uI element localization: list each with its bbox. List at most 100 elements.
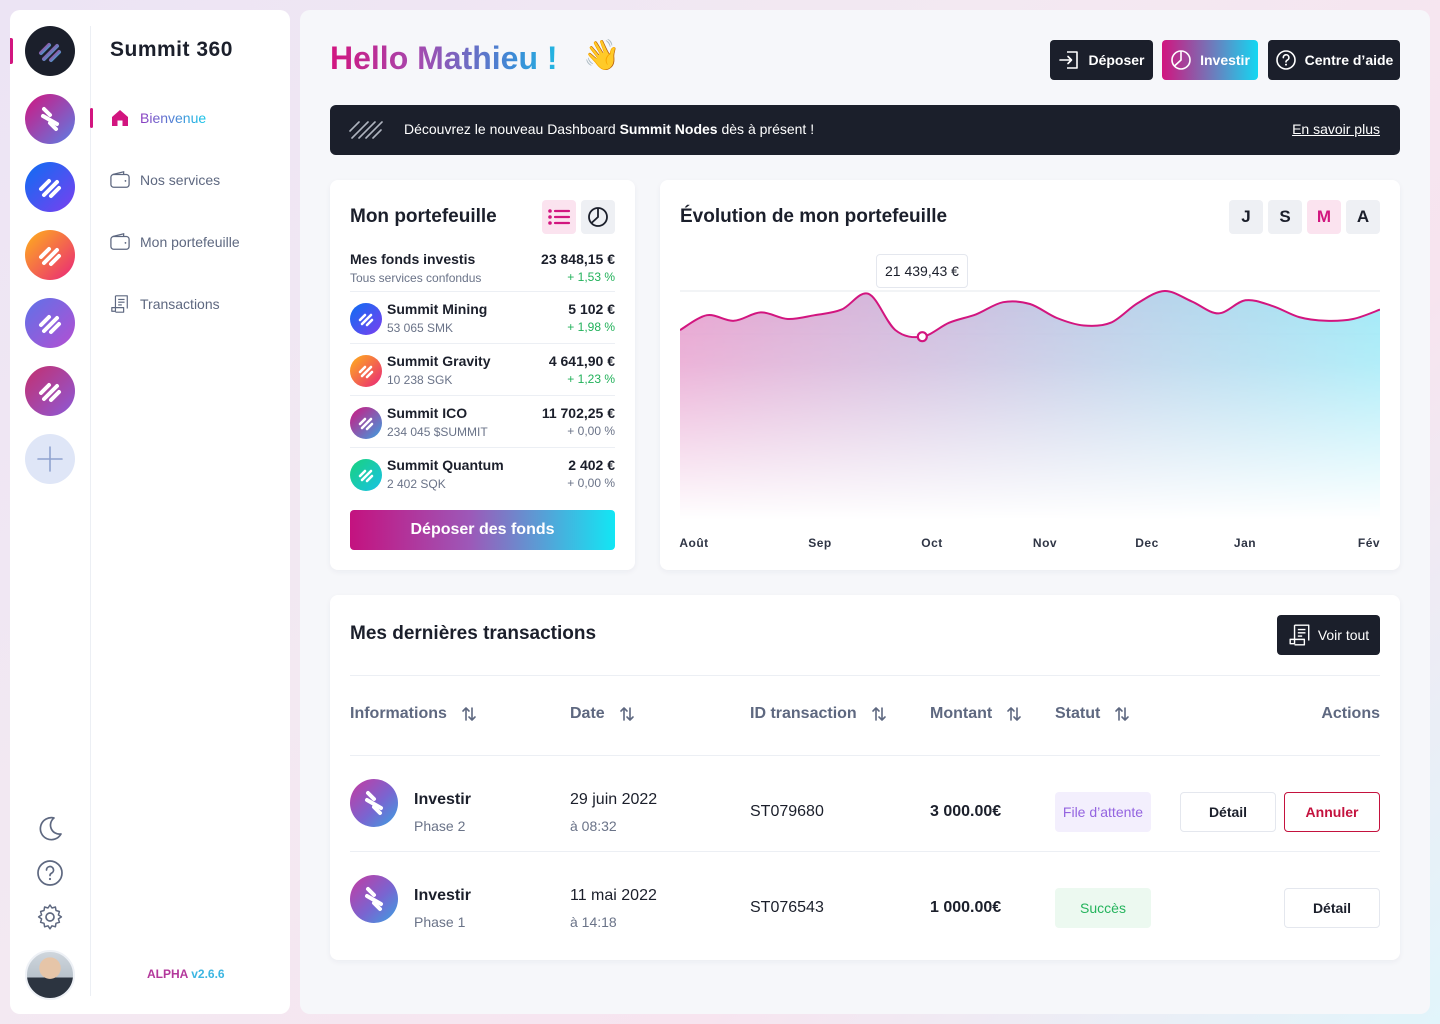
column-informations[interactable]: Informations bbox=[350, 705, 477, 723]
transaction-id: ST076543 bbox=[750, 899, 824, 916]
main-content: Hello Mathieu ! 👋 Déposer Investir Centr… bbox=[300, 10, 1430, 1014]
item-sub: 10 238 SGK bbox=[387, 373, 453, 387]
summit-s-logo-icon bbox=[365, 887, 383, 911]
announcement-banner: Découvrez le nouveau Dashboard Summit No… bbox=[330, 105, 1400, 155]
period-year-button[interactable]: A bbox=[1346, 200, 1380, 234]
period-day-button[interactable]: J bbox=[1229, 200, 1263, 234]
app-summit-purple[interactable] bbox=[25, 298, 75, 348]
portfolio-title: Mon portefeuille bbox=[350, 206, 497, 227]
list-view-button[interactable] bbox=[542, 200, 576, 234]
column-id[interactable]: ID transaction bbox=[750, 705, 887, 723]
column-date[interactable]: Date bbox=[570, 705, 635, 723]
divider bbox=[350, 395, 615, 396]
period-month-button[interactable]: M bbox=[1307, 200, 1341, 234]
banner-text: Découvrez le nouveau Dashboard Summit No… bbox=[404, 121, 814, 137]
transactions-title: Mes dernières transactions bbox=[350, 623, 597, 644]
portfolio-item[interactable]: Summit Gravity 10 238 SGK 4 641,90 € + 1… bbox=[350, 353, 615, 393]
portfolio-item[interactable]: Summit Quantum 2 402 SQK 2 402 € + 0,00 … bbox=[350, 457, 615, 497]
summit-s-logo-icon bbox=[41, 107, 59, 131]
list-icon bbox=[548, 209, 571, 225]
pie-view-button[interactable] bbox=[581, 200, 615, 234]
highlight-point[interactable] bbox=[916, 331, 928, 343]
detail-button[interactable]: Détail bbox=[1284, 888, 1380, 928]
divider bbox=[350, 675, 1380, 676]
detail-button[interactable]: Détail bbox=[1180, 792, 1276, 832]
item-text: Summit ICO 234 045 $SUMMIT bbox=[387, 405, 488, 439]
column-statut[interactable]: Statut bbox=[1055, 705, 1130, 723]
help-center-button[interactable]: Centre d’aide bbox=[1268, 40, 1400, 80]
item-value: 4 641,90 € bbox=[548, 353, 615, 369]
transaction-title: Investir bbox=[414, 887, 471, 904]
column-label: Statut bbox=[1055, 705, 1101, 722]
add-app-button[interactable] bbox=[25, 434, 75, 484]
column-label: Informations bbox=[350, 705, 447, 722]
app-summit-gravity[interactable] bbox=[25, 94, 75, 144]
x-tick-label: Jan bbox=[1233, 536, 1257, 550]
portfolio-item[interactable]: Summit Mining 53 065 SMK 5 102 € + 1,98 … bbox=[350, 301, 615, 341]
item-sub: 234 045 $SUMMIT bbox=[387, 425, 488, 439]
x-tick-label: Fév bbox=[1357, 536, 1381, 550]
total-change: + 1,53 % bbox=[567, 270, 615, 284]
item-value: 2 402 € bbox=[568, 457, 615, 473]
help-center-label: Centre d’aide bbox=[1304, 52, 1394, 68]
cancel-button[interactable]: Annuler bbox=[1284, 792, 1380, 832]
coin-icon bbox=[350, 407, 382, 439]
sort-icon bbox=[619, 707, 634, 721]
nav-item-transactions[interactable]: Transactions bbox=[110, 292, 220, 316]
coin-icon bbox=[350, 459, 382, 491]
item-name: Summit Quantum bbox=[387, 457, 504, 473]
item-change: + 0,00 % bbox=[567, 476, 615, 490]
app-summit-main[interactable] bbox=[25, 26, 75, 76]
nav-item-portefeuille[interactable]: Mon portefeuille bbox=[110, 230, 240, 254]
nav-label: Mon portefeuille bbox=[140, 234, 240, 250]
sort-icon bbox=[1115, 707, 1130, 721]
receipt-icon bbox=[1289, 624, 1310, 646]
divider bbox=[350, 851, 1380, 852]
app-summit-mining[interactable] bbox=[25, 162, 75, 212]
divider bbox=[350, 343, 615, 344]
nav-item-services[interactable]: Nos services bbox=[110, 168, 220, 192]
period-week-button[interactable]: S bbox=[1268, 200, 1302, 234]
deposit-button[interactable]: Déposer bbox=[1050, 40, 1153, 80]
invest-label: Investir bbox=[1200, 52, 1250, 68]
help-circle-icon bbox=[1275, 50, 1296, 70]
transaction-time: à 14:18 bbox=[570, 914, 617, 930]
x-tick-label: Nov bbox=[1032, 536, 1058, 550]
portfolio-area-chart[interactable] bbox=[680, 280, 1380, 520]
dark-mode-toggle[interactable] bbox=[35, 814, 65, 844]
item-name: Summit Mining bbox=[387, 301, 488, 317]
banner-text-bold: Summit Nodes bbox=[619, 121, 718, 137]
nav-label: Nos services bbox=[140, 172, 221, 188]
version-prefix: ALPHA bbox=[147, 967, 188, 981]
settings-button[interactable] bbox=[35, 902, 65, 932]
transaction-amount: 3 000.00€ bbox=[930, 803, 1002, 820]
app-summit-rose[interactable] bbox=[25, 366, 75, 416]
learn-more-link[interactable]: En savoir plus bbox=[1292, 121, 1380, 137]
help-button[interactable] bbox=[35, 858, 65, 888]
portfolio-item[interactable]: Summit ICO 234 045 $SUMMIT 11 702,25 € +… bbox=[350, 405, 615, 445]
item-name: Summit ICO bbox=[387, 405, 468, 421]
column-montant[interactable]: Montant bbox=[930, 705, 1022, 723]
app-summit-orange[interactable] bbox=[25, 230, 75, 280]
item-text: Summit Gravity 10 238 SGK bbox=[387, 353, 490, 387]
deposit-funds-button[interactable]: Déposer des fonds bbox=[350, 510, 615, 550]
see-all-button[interactable]: Voir tout bbox=[1277, 615, 1380, 655]
item-value: 5 102 € bbox=[568, 301, 615, 317]
transaction-date: 11 mai 2022 bbox=[570, 887, 657, 904]
summit-logo-icon bbox=[39, 179, 61, 198]
pie-chart-icon bbox=[1171, 50, 1191, 70]
column-label: Date bbox=[570, 705, 605, 722]
transaction-date: 29 juin 2022 bbox=[570, 791, 658, 808]
x-tick-label: Oct bbox=[921, 536, 943, 550]
sort-icon bbox=[1007, 707, 1022, 721]
item-value: 11 702,25 € bbox=[541, 405, 615, 421]
receipt-icon bbox=[110, 294, 130, 314]
item-change: + 0,00 % bbox=[567, 424, 615, 438]
item-text: Summit Mining 53 065 SMK bbox=[387, 301, 487, 335]
invest-button[interactable]: Investir bbox=[1162, 40, 1258, 80]
user-avatar[interactable] bbox=[25, 950, 75, 1000]
portfolio-card: Mon portefeuille Mes fonds investis Tous… bbox=[330, 180, 635, 570]
nav-item-bienvenue[interactable]: Bienvenue bbox=[110, 106, 206, 130]
column-actions: Actions bbox=[1321, 705, 1380, 723]
nav-label: Bienvenue bbox=[140, 110, 207, 126]
